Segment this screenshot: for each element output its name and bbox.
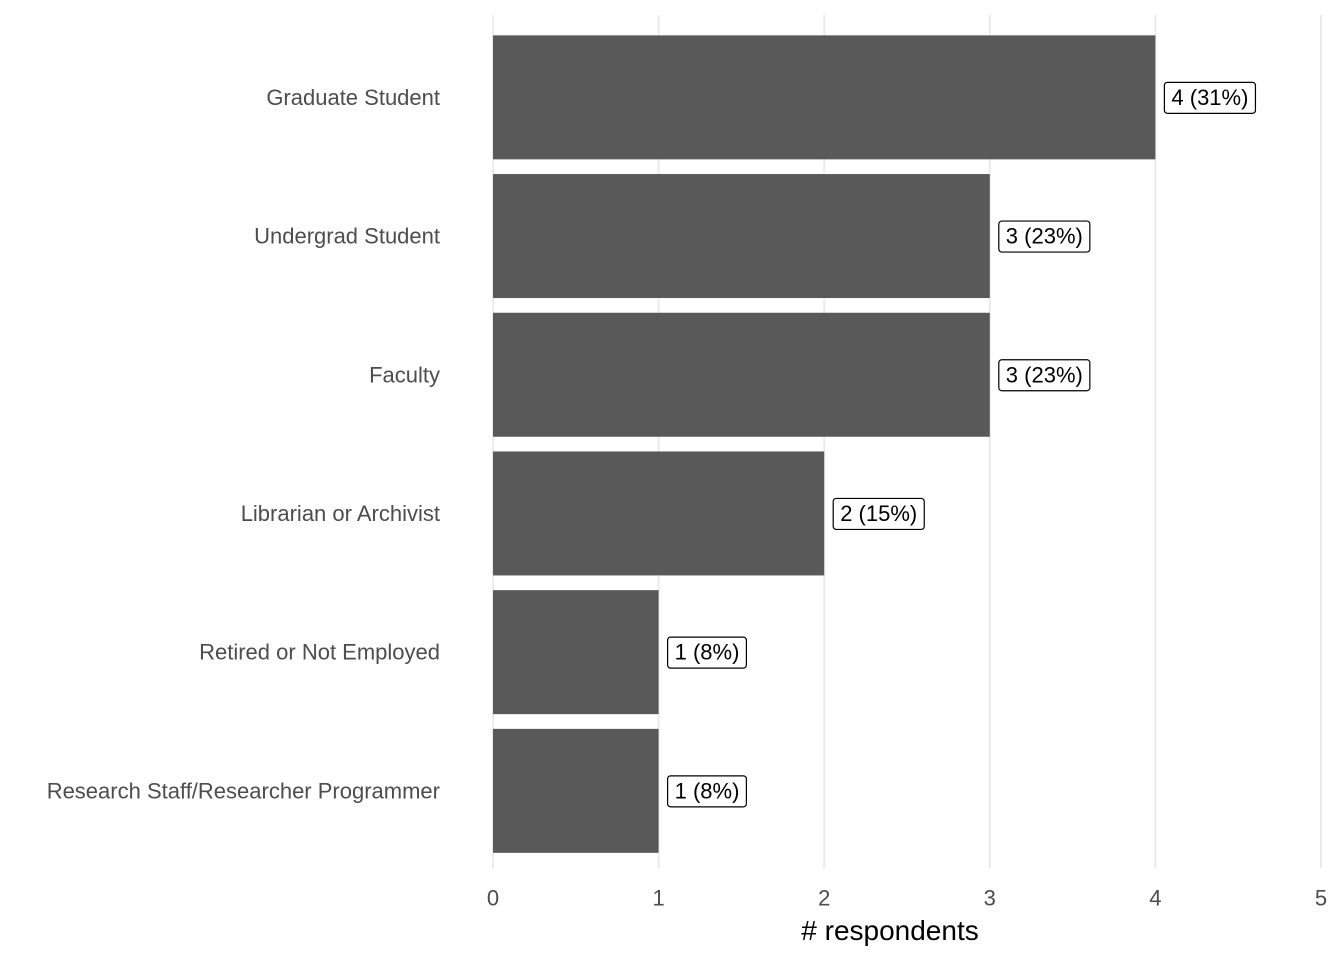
x-axis-title: # respondents xyxy=(801,915,978,946)
category-label: Undergrad Student xyxy=(254,224,440,249)
data-label: 1 (8%) xyxy=(666,775,747,808)
x-tick-label: 0 xyxy=(487,886,499,911)
category-label: Graduate Student xyxy=(266,85,440,110)
bar xyxy=(493,312,990,437)
data-label-text: 4 (31%) xyxy=(1171,85,1248,110)
data-label-box xyxy=(666,775,747,808)
category-label: Research Staff/Researcher Programmer xyxy=(47,778,440,803)
x-tick-label: 2 xyxy=(818,886,830,911)
x-tick-label: 3 xyxy=(984,886,996,911)
data-label: 1 (8%) xyxy=(666,636,747,669)
category-label: Librarian or Archivist xyxy=(241,501,440,526)
category-label: Retired or Not Employed xyxy=(199,640,440,665)
data-label: 4 (31%) xyxy=(1163,81,1257,114)
data-labels: 4 (31%) 3 (23%) 3 (23%) 2 (15%) 1 (8%) 1 (8%) xyxy=(666,81,1257,808)
x-tick-label: 5 xyxy=(1315,886,1327,911)
bar xyxy=(493,590,659,715)
x-axis-ticks: 0 1 2 3 4 5 xyxy=(487,886,1327,911)
data-label-text: 3 (23%) xyxy=(1006,224,1083,249)
data-label: 3 (23%) xyxy=(998,220,1091,253)
bar xyxy=(493,451,825,576)
data-label-box xyxy=(998,220,1091,253)
bar xyxy=(493,35,1156,160)
x-tick-label: 1 xyxy=(652,886,664,911)
data-label-text: 1 (8%) xyxy=(675,640,740,665)
data-label: 3 (23%) xyxy=(998,359,1091,392)
bar xyxy=(493,174,990,299)
bars xyxy=(493,35,1156,853)
bar xyxy=(493,728,659,853)
data-label-text: 1 (8%) xyxy=(675,778,740,803)
data-label-text: 2 (15%) xyxy=(840,501,917,526)
data-label-box xyxy=(832,497,925,531)
data-label-box xyxy=(666,636,747,669)
x-tick-label: 4 xyxy=(1149,886,1161,911)
data-label-box xyxy=(1163,81,1257,114)
data-label: 2 (15%) xyxy=(832,497,925,531)
category-labels: Graduate Student Undergrad Student Faculty… xyxy=(47,85,440,803)
data-label-text: 3 (23%) xyxy=(1006,362,1083,387)
data-label-box xyxy=(998,359,1091,392)
category-label: Faculty xyxy=(369,362,440,387)
